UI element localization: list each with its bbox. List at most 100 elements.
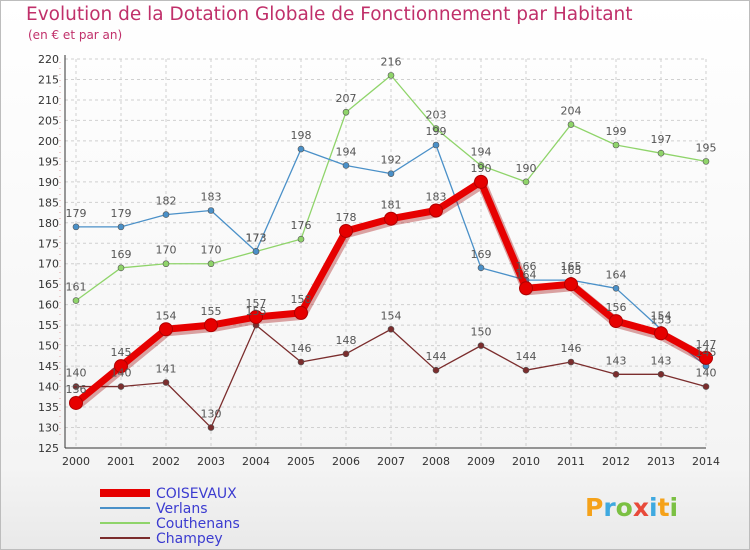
- data-point-Champey: [567, 358, 575, 366]
- data-label-Champey: 141: [156, 362, 177, 375]
- data-label-Verlans: 169: [471, 248, 492, 261]
- series-layer: [69, 72, 713, 431]
- y-tick-label: 215: [38, 73, 59, 86]
- x-tick-label: 2009: [467, 455, 495, 468]
- data-label-Champey: 130: [201, 408, 222, 421]
- data-label-COISEVAUX: 165: [561, 264, 582, 277]
- data-label-Verlans: 164: [606, 268, 627, 281]
- y-tick-label: 130: [38, 422, 59, 435]
- y-tick-label: 160: [38, 299, 59, 312]
- data-point-Champey: [702, 383, 710, 390]
- data-point-Verlans: [432, 141, 440, 149]
- x-tick-label: 2006: [332, 455, 360, 468]
- logo-text: Proxiti: [585, 493, 678, 522]
- x-tick-label: 2011: [557, 455, 585, 468]
- data-label-COISEVAUX: 157: [246, 297, 267, 310]
- data-label-COISEVAUX: 158: [291, 293, 312, 306]
- data-point-COISEVAUX: [249, 309, 263, 324]
- data-label-COISEVAUX: 145: [111, 346, 132, 359]
- data-point-Champey: [297, 358, 305, 366]
- data-point-Couthenans: [657, 149, 665, 157]
- data-point-COISEVAUX: [429, 203, 443, 218]
- data-point-Verlans: [252, 248, 260, 255]
- data-point-COISEVAUX: [609, 314, 623, 329]
- data-label-Couthenans: 207: [336, 92, 357, 105]
- data-label-Couthenans: 199: [606, 125, 627, 138]
- data-label-Couthenans: 190: [516, 162, 537, 175]
- data-label-COISEVAUX: 183: [426, 191, 447, 204]
- data-label-Couthenans: 216: [381, 55, 402, 68]
- proxiti-logo: Proxiti: [585, 493, 678, 522]
- data-label-Champey: 143: [606, 354, 627, 367]
- data-point-Verlans: [342, 162, 350, 169]
- legend-label-COISEVAUX: COISEVAUX: [156, 486, 237, 502]
- data-point-Champey: [342, 350, 350, 358]
- data-label-COISEVAUX: 147: [696, 338, 717, 351]
- data-label-Champey: 144: [426, 350, 447, 363]
- data-label-Champey: 144: [516, 350, 537, 363]
- y-tick-label: 185: [38, 196, 59, 209]
- data-label-Verlans: 198: [291, 129, 312, 142]
- y-tick-label: 125: [38, 442, 59, 455]
- data-point-Couthenans: [162, 260, 170, 268]
- x-tick-label: 2013: [647, 455, 675, 468]
- x-tick-label: 2014: [692, 455, 720, 468]
- y-tick-label: 210: [38, 94, 59, 107]
- x-tick-label: 2007: [377, 455, 405, 468]
- data-label-Champey: 140: [111, 367, 132, 380]
- data-point-Champey: [162, 379, 170, 386]
- data-label-Couthenans: 204: [561, 105, 582, 118]
- data-point-Champey: [657, 370, 665, 378]
- x-tick-label: 2010: [512, 455, 540, 468]
- data-label-Champey: 140: [66, 367, 87, 380]
- data-point-Champey: [72, 383, 80, 390]
- data-label-Couthenans: 195: [696, 141, 717, 154]
- data-point-COISEVAUX: [699, 350, 713, 365]
- data-point-Couthenans: [342, 108, 350, 116]
- x-tick-label: 2000: [62, 455, 90, 468]
- chart-title: Evolution de la Dotation Globale de Fonc…: [26, 4, 633, 25]
- data-point-Verlans: [297, 145, 305, 153]
- y-tick-label: 150: [38, 340, 59, 353]
- data-label-COISEVAUX: 136: [66, 383, 87, 396]
- data-label-COISEVAUX: 155: [201, 305, 222, 318]
- data-point-Champey: [117, 383, 125, 390]
- data-point-Verlans: [117, 223, 125, 231]
- data-label-Couthenans: 197: [651, 133, 672, 146]
- data-point-Couthenans: [432, 125, 440, 132]
- data-point-COISEVAUX: [519, 281, 533, 296]
- data-label-Couthenans: 169: [111, 248, 132, 261]
- legend-label-Champey: Champey: [156, 531, 223, 547]
- y-tick-label: 195: [38, 155, 59, 168]
- data-point-Champey: [387, 325, 395, 333]
- data-point-Couthenans: [612, 141, 620, 149]
- data-point-COISEVAUX: [69, 395, 83, 410]
- data-point-COISEVAUX: [474, 174, 488, 189]
- data-point-Verlans: [387, 170, 395, 177]
- data-label-layer: 140 140 141 130 155 146 148 154 144 150 144 146 143 1…: [66, 55, 717, 420]
- data-label-Couthenans: 173: [246, 231, 267, 244]
- data-label-Verlans: 192: [381, 154, 402, 167]
- data-label-Couthenans: 170: [156, 244, 177, 257]
- data-label-Champey: 143: [651, 354, 672, 367]
- data-point-Champey: [477, 342, 485, 349]
- data-point-Verlans: [612, 285, 620, 292]
- data-label-Champey: 148: [336, 334, 357, 347]
- data-point-COISEVAUX: [339, 223, 353, 238]
- data-point-Couthenans: [117, 264, 125, 272]
- data-point-Champey: [612, 370, 620, 378]
- x-tick-label: 2005: [287, 455, 315, 468]
- data-label-COISEVAUX: 164: [516, 268, 537, 281]
- data-point-Champey: [432, 366, 440, 374]
- data-point-Couthenans: [702, 158, 710, 165]
- chart-subtitle: (en € et par an): [28, 28, 123, 42]
- y-tick-label: 205: [38, 114, 59, 127]
- data-point-Couthenans: [567, 121, 575, 128]
- data-point-Verlans: [72, 223, 80, 231]
- data-label-Verlans: 173: [246, 231, 267, 244]
- data-label-COISEVAUX: 154: [156, 309, 177, 322]
- data-point-COISEVAUX: [204, 318, 218, 333]
- legend-label-Verlans: Verlans: [156, 501, 208, 517]
